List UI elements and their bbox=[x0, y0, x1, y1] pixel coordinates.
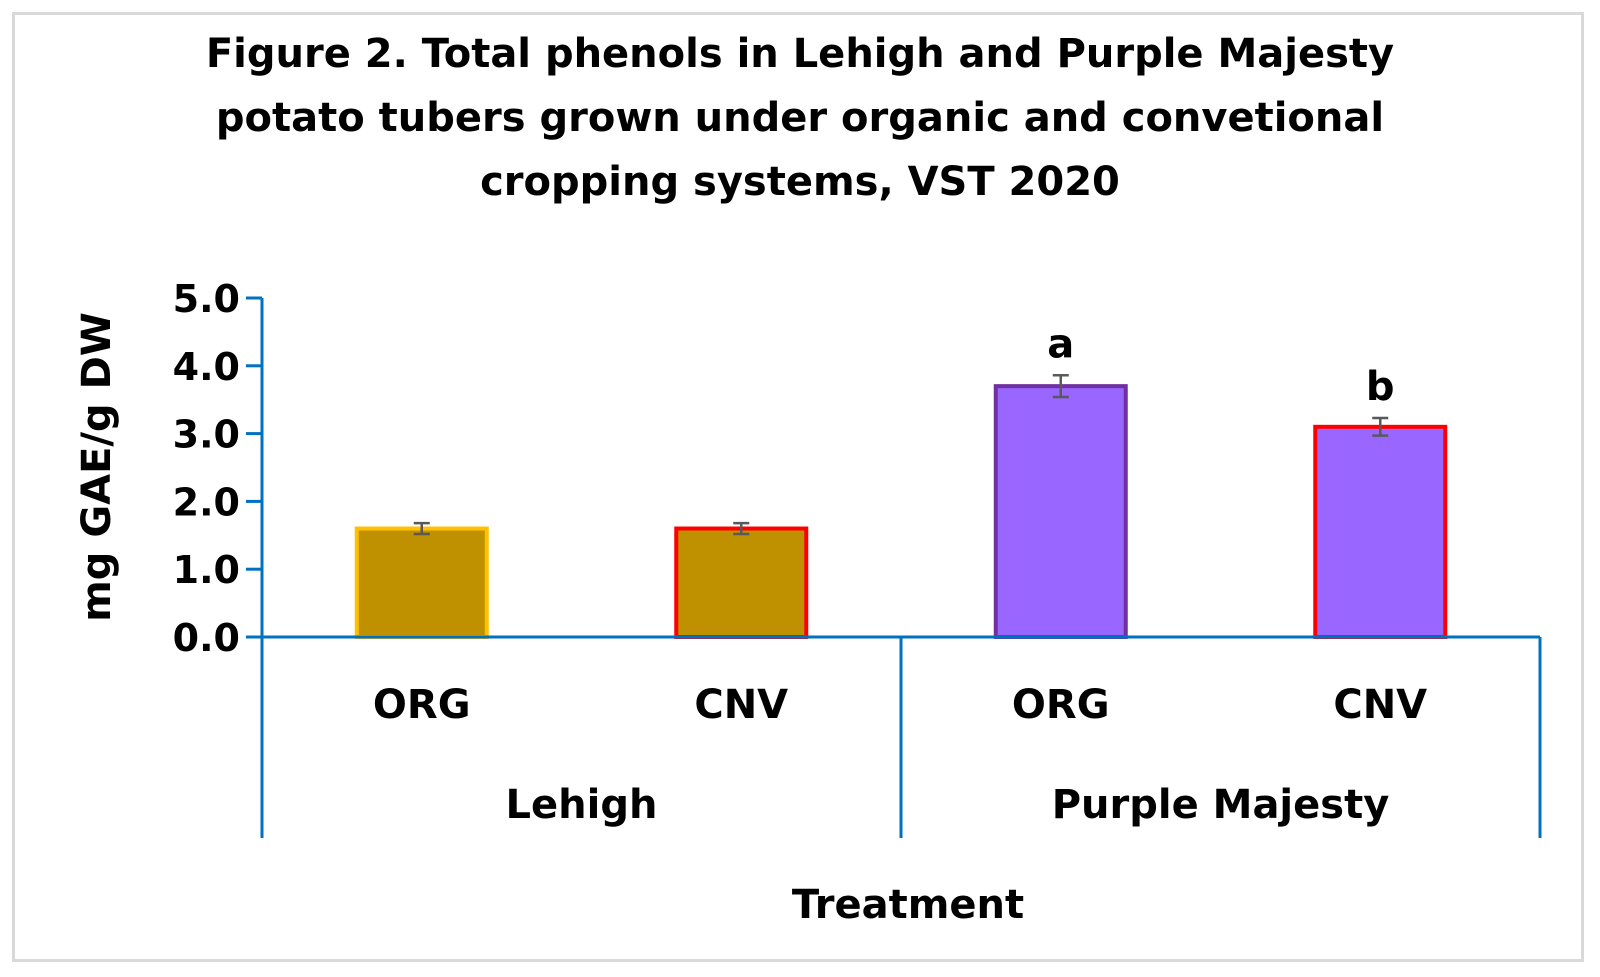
chart-title-line-1: Figure 2. Total phenols in Lehigh and Pu… bbox=[205, 31, 1395, 77]
significance-label: a bbox=[1047, 321, 1074, 367]
y-axis-title: mg GAE/g DW bbox=[74, 312, 120, 622]
y-tick-label: 3.0 bbox=[173, 413, 240, 457]
bar-purple-majesty-org bbox=[993, 384, 1128, 640]
x-category-label: ORG bbox=[1012, 682, 1110, 728]
chart-title: Figure 2. Total phenols in Lehigh and Pu… bbox=[0, 22, 1600, 214]
axes-layer bbox=[246, 296, 1542, 838]
x-category-label: ORG bbox=[373, 682, 471, 728]
x-group-label: Lehigh bbox=[506, 782, 658, 828]
y-tick-label: 1.0 bbox=[173, 548, 240, 592]
bar-lehigh-org bbox=[354, 526, 489, 640]
y-tick-label: 5.0 bbox=[173, 277, 240, 321]
bars-layer bbox=[354, 374, 1448, 640]
bar-lehigh-cnv bbox=[674, 526, 809, 640]
labels-layer: 0.0 1.0 2.0 3.0 4.0 5.0 ORG CNV Lehigh a ORG b CNV Pu… bbox=[173, 277, 1428, 828]
significance-label: b bbox=[1366, 364, 1395, 410]
x-axis-title: Treatment bbox=[792, 882, 1024, 928]
bar-purple-majesty-cnv bbox=[1313, 424, 1448, 639]
x-category-label: CNV bbox=[694, 682, 788, 728]
x-group-label: Purple Majesty bbox=[1052, 782, 1390, 828]
y-tick-label: 4.0 bbox=[173, 345, 240, 389]
x-category-label: CNV bbox=[1333, 682, 1427, 728]
y-tick-label: 2.0 bbox=[173, 480, 240, 524]
chart-title-line-3: cropping systems, VST 2020 bbox=[480, 159, 1120, 205]
chart-title-line-2: potato tubers grown under organic and co… bbox=[215, 95, 1385, 141]
y-tick-label: 0.0 bbox=[173, 616, 240, 660]
